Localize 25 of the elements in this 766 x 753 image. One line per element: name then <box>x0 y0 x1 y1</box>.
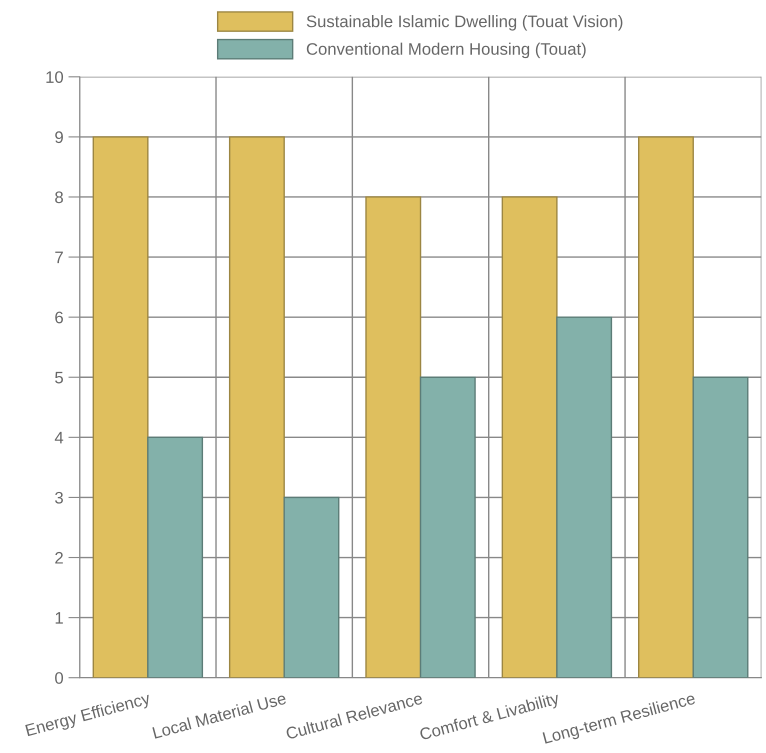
bar <box>228 136 285 678</box>
bar <box>420 376 476 678</box>
y-tick-label: 4 <box>54 432 64 444</box>
y-tick-label: 5 <box>55 372 63 384</box>
bar <box>365 196 422 678</box>
bar <box>556 316 612 678</box>
bar <box>692 376 748 678</box>
y-tick-label: 10 <box>46 71 64 84</box>
bar <box>283 496 340 678</box>
legend-label: Conventional Modern Housing (Touat) <box>306 42 586 58</box>
y-tick-label: 0 <box>55 672 64 684</box>
bar <box>147 436 204 678</box>
y-tick-label: 1 <box>56 612 63 624</box>
y-tick-label: 6 <box>55 312 63 324</box>
y-tick-label: 3 <box>55 492 63 504</box>
y-tick-label: 7 <box>55 252 63 264</box>
bar <box>638 136 694 678</box>
y-tick-label: 2 <box>55 552 63 564</box>
y-tick-label: 8 <box>55 191 63 204</box>
legend-label: Sustainable Islamic Dwelling (Touat Vision) <box>306 15 622 31</box>
y-tick-label: 9 <box>55 131 63 144</box>
bar <box>92 136 149 678</box>
x-tick-label: Local Material Use <box>152 692 287 739</box>
x-tick-label: Energy Efficiency <box>25 692 152 740</box>
bar <box>502 196 558 678</box>
